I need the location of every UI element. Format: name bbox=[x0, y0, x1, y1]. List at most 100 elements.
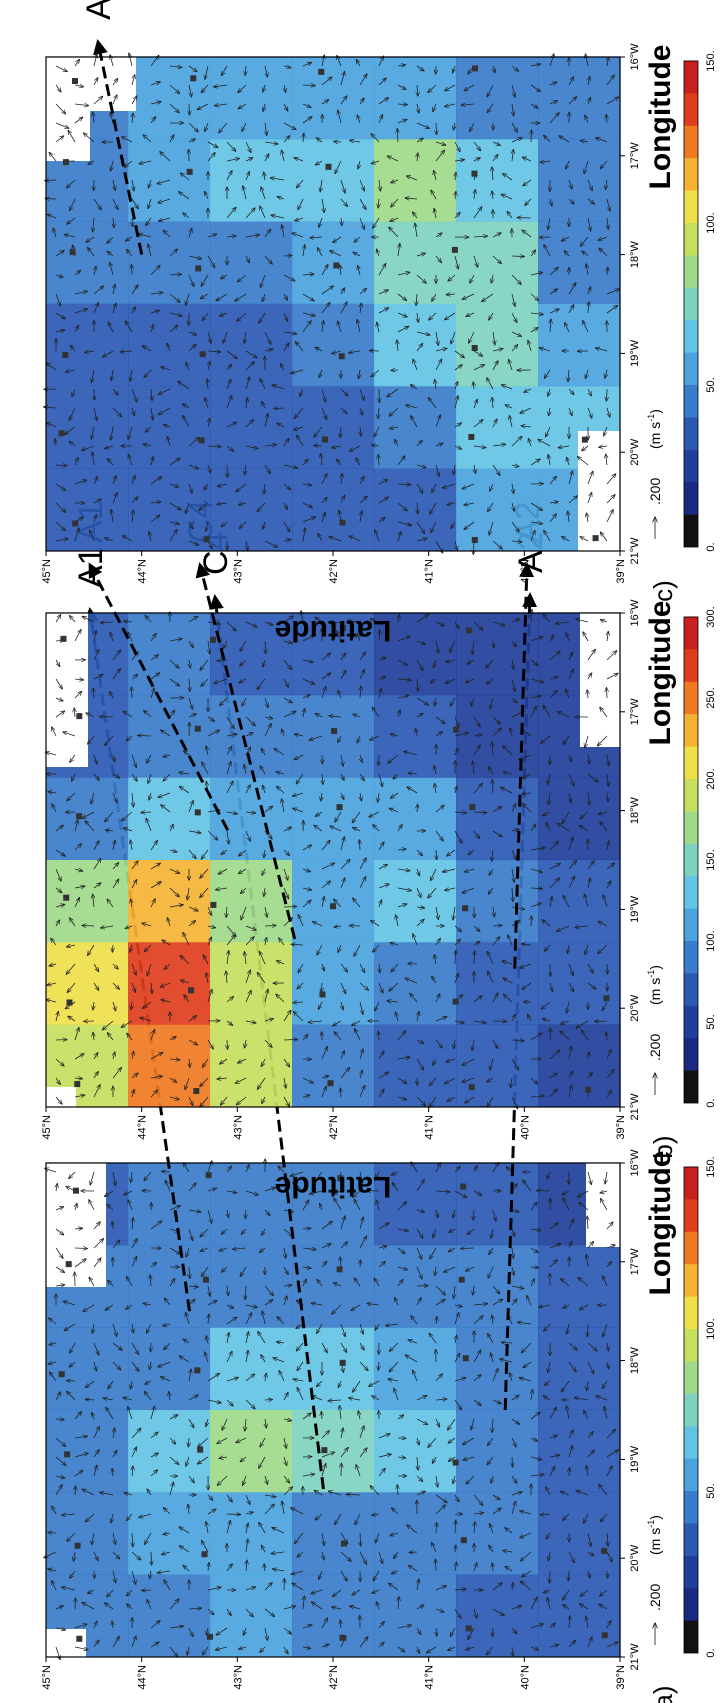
velocity-vector bbox=[314, 1490, 323, 1496]
velocity-vector bbox=[264, 1582, 272, 1591]
velocity-vector bbox=[283, 1392, 288, 1401]
field-cell bbox=[538, 1244, 621, 1328]
field-cell bbox=[46, 385, 129, 469]
colorbar-tick-label: 50. bbox=[705, 377, 717, 392]
velocity-vector bbox=[417, 1456, 418, 1470]
velocity-vector bbox=[226, 1351, 232, 1363]
velocity-vector bbox=[93, 1239, 104, 1249]
station-marker bbox=[76, 713, 83, 720]
velocity-vector bbox=[131, 1551, 141, 1560]
velocity-vector bbox=[146, 1323, 152, 1333]
velocity-vector bbox=[74, 1624, 87, 1629]
field-cell bbox=[292, 56, 375, 140]
velocity-vector bbox=[473, 1399, 481, 1406]
velocity-vector bbox=[436, 1209, 438, 1218]
colorbar-swatch bbox=[684, 416, 698, 450]
velocity-vector bbox=[132, 1532, 133, 1547]
velocity-vector bbox=[48, 1362, 57, 1364]
colorbar-swatch bbox=[684, 222, 698, 256]
velocity-vector bbox=[169, 1392, 170, 1401]
velocity-vector bbox=[144, 1171, 152, 1181]
colorbar-swatch bbox=[684, 319, 698, 353]
velocity-vector bbox=[207, 1188, 216, 1191]
velocity-vector bbox=[261, 1355, 266, 1363]
masked-area bbox=[46, 57, 90, 161]
field-cell bbox=[292, 859, 375, 943]
panel-c: 21°W 20°W 19°W 18°W 17°W 16°W 39°N 40°N 41°N 42°N… bbox=[41, 0, 717, 647]
x-tick-label: 16°W bbox=[629, 43, 641, 71]
field-cell bbox=[374, 56, 457, 140]
velocity-vector bbox=[340, 1551, 351, 1561]
velocity-vector bbox=[435, 1285, 445, 1295]
velocity-vector bbox=[435, 1299, 445, 1306]
velocity-vector bbox=[169, 1456, 179, 1465]
x-tick-label: 21°W bbox=[629, 537, 641, 565]
velocity-vector bbox=[416, 1395, 427, 1401]
velocity-vector bbox=[128, 1200, 133, 1211]
velocity-vector bbox=[302, 1413, 311, 1420]
velocity-vector bbox=[55, 1456, 66, 1466]
velocity-vector bbox=[227, 1285, 228, 1296]
velocity-vector bbox=[322, 1551, 324, 1560]
velocity-vector bbox=[94, 1570, 95, 1578]
velocity-vector bbox=[92, 1412, 94, 1420]
velocity-vector bbox=[164, 1342, 171, 1350]
velocity-vector bbox=[448, 1647, 456, 1650]
velocity-vector bbox=[205, 1352, 209, 1363]
velocity-vector bbox=[131, 1570, 136, 1584]
velocity-vector bbox=[271, 1552, 285, 1554]
x-axis-label: Longitude bbox=[644, 1151, 677, 1296]
field-cell bbox=[538, 859, 621, 943]
velocity-vector bbox=[131, 1636, 136, 1648]
velocity-vector bbox=[359, 1217, 363, 1230]
station-marker bbox=[209, 636, 216, 643]
field-cell bbox=[374, 777, 457, 860]
velocity-vector bbox=[376, 1200, 379, 1211]
reference-vector-unit-text: (m s bbox=[647, 978, 663, 1005]
x-tick-label: 16°W bbox=[629, 1149, 641, 1177]
velocity-vector bbox=[332, 1589, 342, 1597]
velocity-vector bbox=[454, 1399, 462, 1410]
velocity-vector bbox=[128, 1407, 133, 1420]
velocity-vector bbox=[372, 1514, 380, 1515]
velocity-vector bbox=[262, 1311, 266, 1325]
field-cell bbox=[456, 777, 539, 860]
velocity-vector bbox=[131, 1361, 139, 1371]
velocity-vector bbox=[113, 1570, 116, 1583]
velocity-vector bbox=[454, 1313, 459, 1325]
velocity-vector bbox=[272, 1569, 285, 1571]
y-tick-label: 42°N bbox=[328, 559, 340, 584]
velocity-vector bbox=[165, 1180, 171, 1192]
velocity-vector bbox=[74, 1470, 83, 1477]
velocity-vector bbox=[238, 1647, 247, 1649]
field-cell bbox=[456, 385, 539, 469]
field-cell bbox=[456, 1327, 539, 1410]
field-cell bbox=[456, 1574, 539, 1657]
field-cell bbox=[292, 303, 375, 387]
x-tick-label: 18°W bbox=[629, 796, 641, 824]
velocity-vector bbox=[55, 1266, 65, 1272]
velocity-vector bbox=[188, 1437, 189, 1447]
station-marker bbox=[195, 265, 202, 272]
velocity-vector bbox=[188, 1418, 194, 1428]
colorbar: 0. 50. 100. 150. 200. 250. 300. bbox=[683, 606, 717, 1108]
velocity-vector bbox=[303, 1279, 307, 1287]
velocity-vector bbox=[311, 1602, 323, 1610]
velocity-vector bbox=[284, 1247, 286, 1258]
velocity-vector bbox=[321, 1342, 327, 1353]
velocity-vector bbox=[397, 1457, 406, 1458]
velocity-vector bbox=[112, 1361, 121, 1370]
station-marker bbox=[201, 1551, 208, 1558]
velocity-vector bbox=[55, 1285, 65, 1286]
velocity-vector bbox=[416, 1210, 425, 1212]
velocity-vector bbox=[262, 1228, 265, 1235]
velocity-vector bbox=[435, 1374, 442, 1382]
velocity-vector bbox=[150, 1620, 160, 1629]
velocity-vector bbox=[131, 1171, 132, 1183]
station-marker bbox=[76, 813, 83, 820]
station-marker bbox=[198, 437, 205, 444]
velocity-vector bbox=[158, 1361, 171, 1367]
station-marker bbox=[190, 75, 197, 82]
station-marker bbox=[336, 804, 343, 811]
station-marker bbox=[452, 998, 459, 1005]
